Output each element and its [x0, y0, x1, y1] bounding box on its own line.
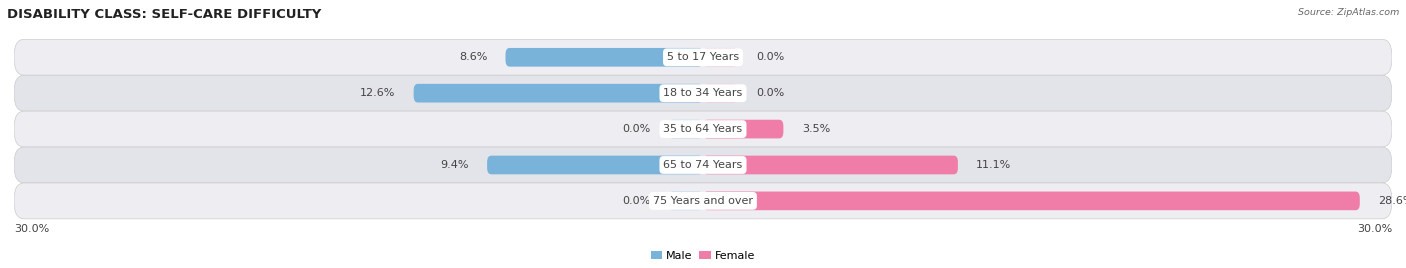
- FancyBboxPatch shape: [703, 84, 738, 103]
- FancyBboxPatch shape: [14, 75, 1392, 111]
- FancyBboxPatch shape: [14, 183, 1392, 219]
- Text: 9.4%: 9.4%: [440, 160, 468, 170]
- Text: 3.5%: 3.5%: [801, 124, 830, 134]
- Text: 0.0%: 0.0%: [621, 196, 650, 206]
- Text: 65 to 74 Years: 65 to 74 Years: [664, 160, 742, 170]
- FancyBboxPatch shape: [703, 120, 783, 138]
- FancyBboxPatch shape: [14, 39, 1392, 75]
- Text: 75 Years and over: 75 Years and over: [652, 196, 754, 206]
- FancyBboxPatch shape: [703, 192, 1360, 210]
- Text: 30.0%: 30.0%: [14, 224, 49, 234]
- FancyBboxPatch shape: [703, 48, 738, 67]
- Text: 0.0%: 0.0%: [756, 88, 785, 98]
- Text: 30.0%: 30.0%: [1357, 224, 1392, 234]
- Text: 0.0%: 0.0%: [756, 52, 785, 62]
- FancyBboxPatch shape: [14, 111, 1392, 147]
- Text: Source: ZipAtlas.com: Source: ZipAtlas.com: [1298, 8, 1399, 17]
- Legend: Male, Female: Male, Female: [647, 246, 759, 265]
- Text: 5 to 17 Years: 5 to 17 Years: [666, 52, 740, 62]
- FancyBboxPatch shape: [506, 48, 703, 67]
- Text: 35 to 64 Years: 35 to 64 Years: [664, 124, 742, 134]
- Text: 0.0%: 0.0%: [621, 124, 650, 134]
- FancyBboxPatch shape: [669, 120, 703, 138]
- FancyBboxPatch shape: [703, 156, 957, 174]
- Text: 28.6%: 28.6%: [1378, 196, 1406, 206]
- FancyBboxPatch shape: [486, 156, 703, 174]
- Text: 12.6%: 12.6%: [360, 88, 395, 98]
- Text: 18 to 34 Years: 18 to 34 Years: [664, 88, 742, 98]
- Text: DISABILITY CLASS: SELF-CARE DIFFICULTY: DISABILITY CLASS: SELF-CARE DIFFICULTY: [7, 8, 322, 21]
- FancyBboxPatch shape: [669, 192, 703, 210]
- Text: 8.6%: 8.6%: [458, 52, 486, 62]
- FancyBboxPatch shape: [14, 147, 1392, 183]
- Text: 11.1%: 11.1%: [976, 160, 1011, 170]
- FancyBboxPatch shape: [413, 84, 703, 103]
